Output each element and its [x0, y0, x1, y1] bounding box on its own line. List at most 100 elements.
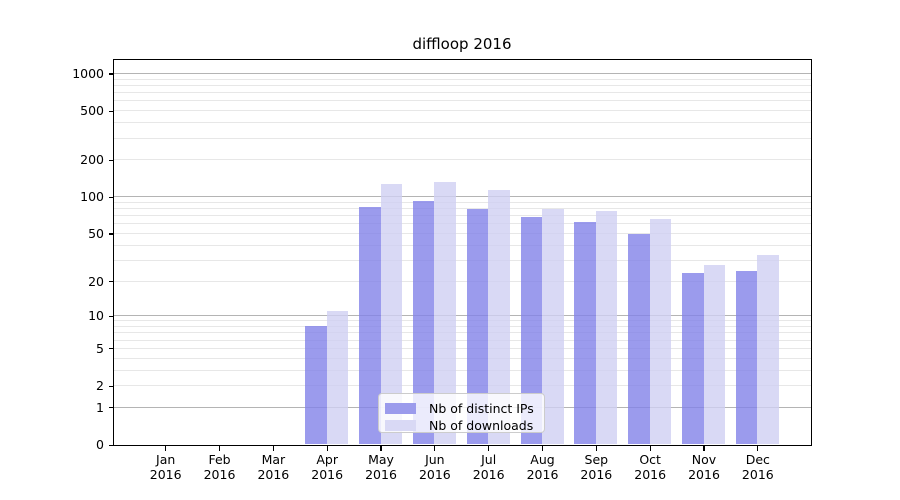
gridline-major	[113, 72, 811, 74]
y-tick-mark	[109, 407, 114, 409]
x-tick-label: Jul 2016	[472, 452, 505, 482]
x-tick-mark	[165, 446, 167, 451]
bar-distinct-ips	[628, 233, 650, 444]
legend-swatch-distinct-ips-icon	[385, 402, 416, 415]
gridline-minor	[113, 78, 811, 80]
y-tick-label: 10	[88, 308, 104, 324]
y-tick-mark	[109, 73, 114, 75]
gridline-minor	[113, 100, 811, 102]
y-tick-label: 5	[96, 340, 104, 356]
bar-distinct-ips	[359, 207, 381, 444]
gridline-minor	[113, 385, 811, 386]
legend: Nb of distinct IPs Nb of downloads	[378, 393, 545, 433]
y-tick-label: 20	[88, 273, 104, 289]
legend-item-distinct-ips: Nb of distinct IPs	[385, 400, 536, 417]
bar-distinct-ips	[466, 209, 489, 444]
bar-downloads	[649, 219, 672, 444]
gridline-minor	[113, 159, 811, 161]
gridline-minor	[113, 320, 811, 322]
gridline-major	[113, 315, 811, 317]
gridline-minor	[113, 369, 811, 371]
x-tick-label: Jun 2016	[418, 452, 451, 482]
bar-downloads	[703, 265, 725, 444]
bar-downloads	[326, 310, 349, 444]
x-tick-mark	[380, 446, 382, 451]
x-tick-mark	[272, 446, 274, 451]
gridline-minor	[113, 347, 811, 349]
bar-downloads	[380, 183, 403, 444]
x-tick-mark	[703, 446, 705, 451]
gridline-minor	[113, 280, 811, 282]
x-tick-mark	[434, 446, 436, 451]
x-tick-label: Nov 2016	[688, 452, 720, 482]
x-tick-mark	[326, 446, 328, 451]
y-tick-mark	[109, 444, 114, 446]
bar-downloads	[488, 190, 510, 444]
y-tick-mark	[109, 110, 114, 112]
x-tick-mark	[649, 446, 651, 451]
legend-item-downloads: Nb of downloads	[385, 417, 536, 434]
plot-area	[112, 58, 812, 446]
x-tick-label: Oct 2016	[634, 452, 667, 482]
x-tick-label: Mar 2016	[257, 452, 290, 482]
x-tick-label: May 2016	[365, 452, 397, 482]
y-tick-mark	[109, 385, 114, 387]
y-tick-mark	[109, 159, 114, 161]
y-tick-mark	[109, 196, 114, 198]
bar-downloads	[434, 182, 456, 444]
gridline-minor	[113, 244, 811, 246]
y-tick-label: 100	[80, 189, 104, 205]
gridline-minor	[113, 110, 811, 112]
x-tick-mark	[595, 446, 597, 451]
gridline-minor	[113, 215, 811, 217]
y-tick-label: 500	[80, 103, 104, 119]
chart-title: diffloop 2016	[412, 35, 512, 53]
x-tick-label: Aug 2016	[526, 452, 559, 482]
bar-distinct-ips	[574, 221, 596, 444]
y-tick-label: 1	[96, 399, 104, 415]
y-tick-label: 0	[96, 437, 104, 452]
gridline-major	[113, 196, 811, 198]
bar-distinct-ips	[735, 271, 758, 444]
gridline-minor	[113, 92, 811, 94]
gridline-minor	[113, 84, 811, 86]
y-tick-label: 1000	[72, 65, 104, 81]
gridline-minor	[113, 232, 811, 234]
y-tick-label: 50	[88, 225, 104, 241]
bar-distinct-ips	[305, 326, 327, 444]
x-tick-label: Jan 2016	[149, 452, 182, 482]
bar-downloads	[595, 211, 618, 444]
gridline-minor	[113, 122, 811, 124]
gridline-minor	[113, 332, 811, 334]
x-tick-label: Sep 2016	[580, 452, 613, 482]
bar-distinct-ips	[520, 217, 542, 444]
y-tick-label: 2	[96, 378, 104, 393]
bar-distinct-ips	[412, 201, 435, 444]
gridline-minor	[113, 326, 811, 327]
y-tick-mark	[109, 315, 114, 317]
legend-label-downloads: Nb of downloads	[429, 418, 534, 433]
gridline-minor	[113, 201, 811, 203]
x-tick-mark	[488, 446, 490, 451]
gridline-minor	[113, 357, 811, 359]
y-tick-mark	[109, 233, 114, 235]
bar-downloads	[757, 254, 779, 444]
y-tick-label: 200	[80, 152, 104, 168]
x-tick-mark	[541, 446, 544, 451]
x-tick-mark	[757, 446, 759, 451]
bar-distinct-ips	[682, 273, 704, 444]
bar-downloads	[542, 209, 564, 444]
x-tick-label: Apr 2016	[311, 452, 344, 482]
y-tick-mark	[109, 281, 114, 283]
gridline-minor	[113, 339, 811, 341]
y-tick-mark	[109, 348, 114, 350]
gridline-minor	[113, 208, 811, 210]
gridline-minor	[113, 259, 811, 261]
x-tick-mark	[218, 446, 221, 451]
x-tick-label: Dec 2016	[741, 452, 774, 482]
legend-swatch-downloads-icon	[385, 419, 416, 432]
gridline-minor	[113, 223, 811, 225]
legend-label-distinct-ips: Nb of distinct IPs	[429, 401, 534, 416]
x-tick-label: Feb 2016	[203, 452, 236, 482]
